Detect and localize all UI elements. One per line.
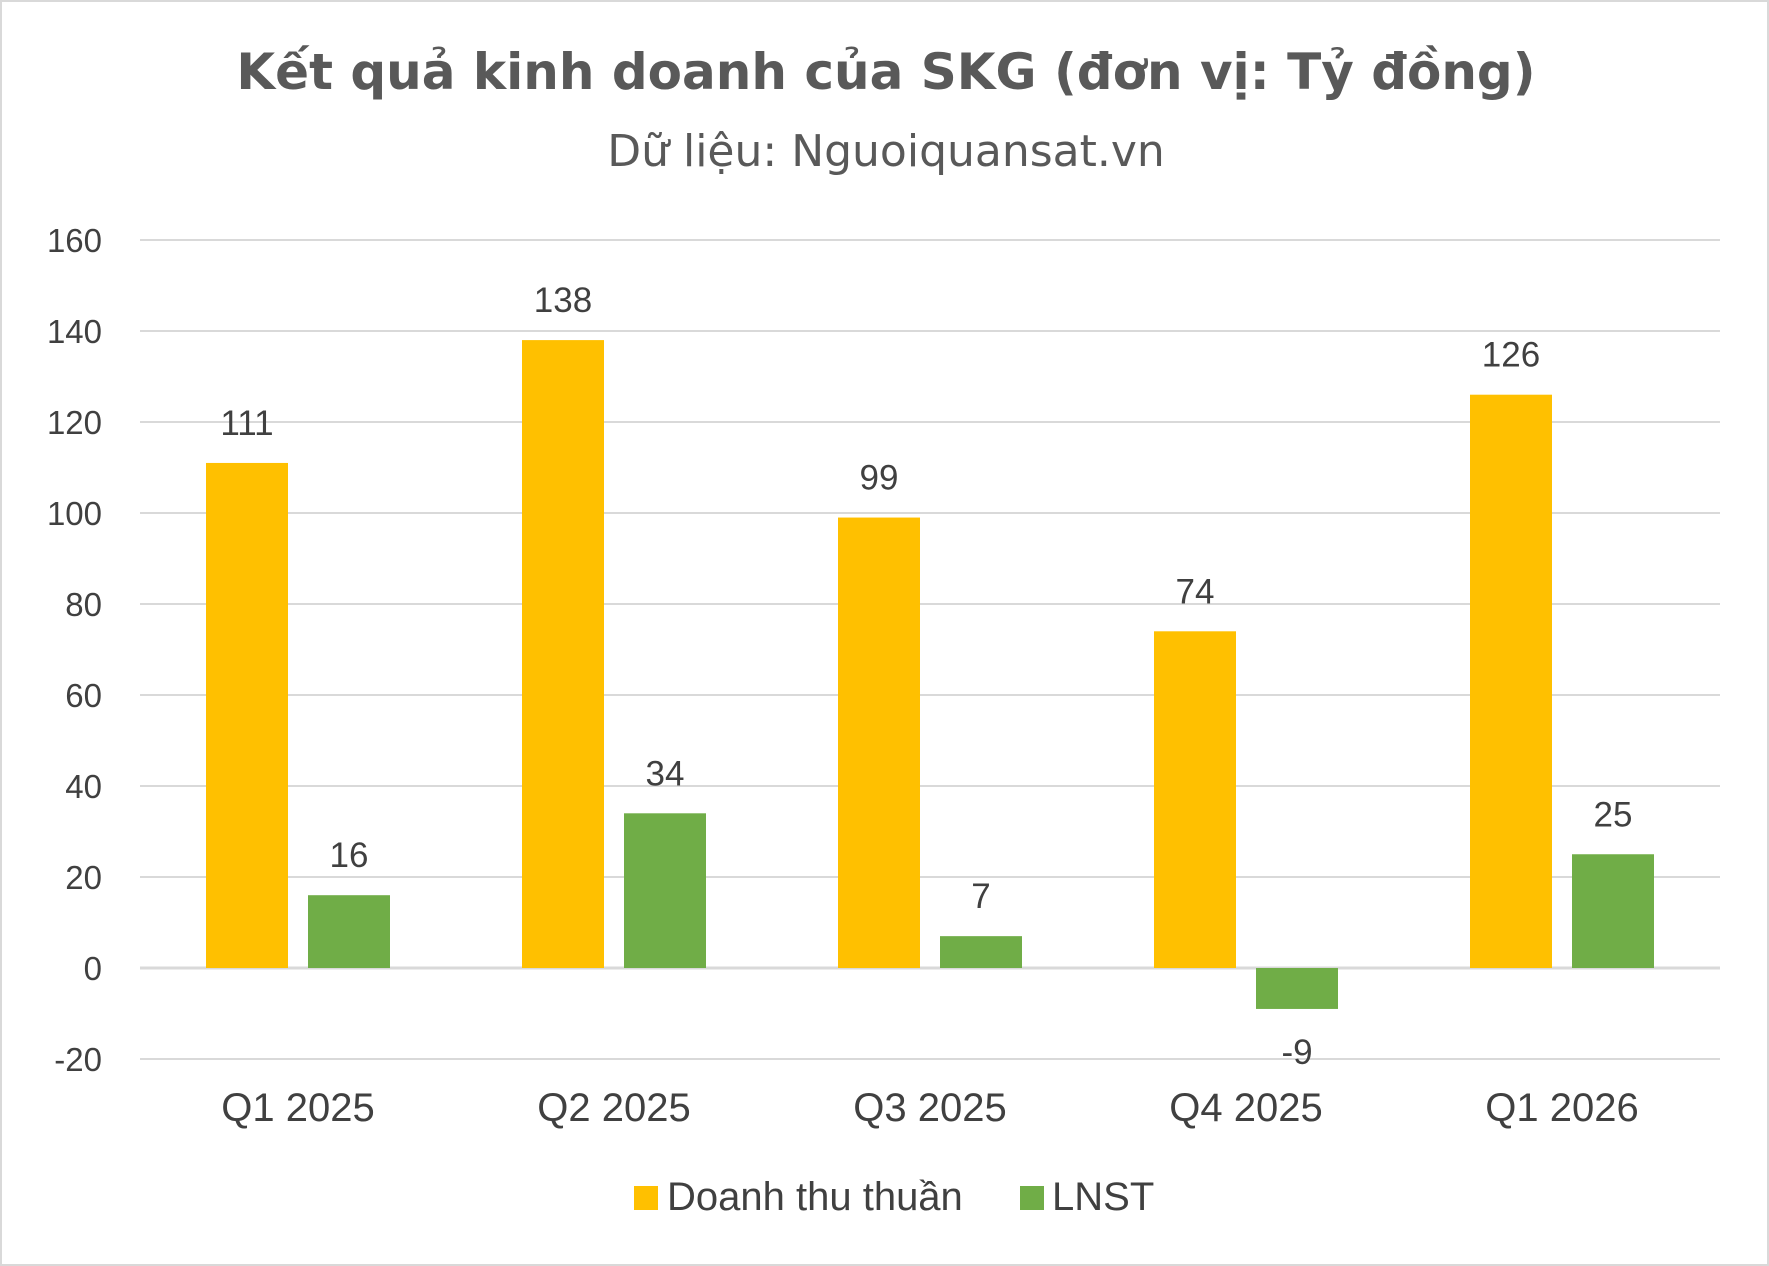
legend-swatch [1020, 1186, 1044, 1210]
y-tick-label: 140 [47, 313, 102, 350]
data-label: 74 [1176, 572, 1215, 611]
legend-label: Doanh thu thuần [667, 1175, 963, 1219]
data-label: 126 [1482, 336, 1540, 375]
data-labels: 111 16 138 34 99 7 74 -9 126 25 [220, 281, 1632, 1072]
bar-doanh-thu [522, 340, 604, 969]
bar-lnst [1572, 854, 1654, 968]
y-tick-label: 160 [47, 222, 102, 259]
x-tick-label: Q1 2026 [1485, 1086, 1638, 1130]
bar-lnst [624, 813, 706, 968]
data-label: 34 [646, 754, 685, 793]
y-tick-label: 100 [47, 495, 102, 532]
x-axis-ticks: Q1 2025 Q2 2025 Q3 2025 Q4 2025 Q1 2026 [221, 1086, 1638, 1130]
bar-doanh-thu [838, 517, 920, 968]
x-tick-label: Q4 2025 [1169, 1086, 1322, 1130]
bar-lnst [1256, 968, 1338, 1009]
data-label: -9 [1281, 1033, 1312, 1072]
data-label: 16 [330, 836, 369, 875]
bar-lnst [308, 895, 390, 968]
legend: Doanh thu thuần LNST [634, 1175, 1154, 1219]
bar-doanh-thu [1154, 631, 1236, 968]
legend-swatch [634, 1186, 658, 1210]
bar-doanh-thu [206, 462, 288, 968]
x-tick-label: Q2 2025 [537, 1086, 690, 1130]
gridlines [140, 239, 1720, 1060]
bar-lnst [940, 936, 1022, 968]
y-tick-label: 0 [84, 950, 102, 987]
bars [206, 340, 1654, 1009]
y-tick-label: -20 [54, 1041, 102, 1078]
data-label: 7 [971, 877, 990, 916]
x-tick-label: Q3 2025 [853, 1086, 1006, 1130]
y-tick-label: 60 [65, 677, 102, 714]
chart-subtitle: Dữ liệu: Nguoiquansat.vn [607, 126, 1165, 177]
x-tick-label: Q1 2025 [221, 1086, 374, 1130]
chart-title: Kết quả kinh doanh của SKG (đơn vị: Tỷ đ… [236, 43, 1535, 101]
data-label: 99 [860, 459, 899, 498]
bar-doanh-thu [1470, 394, 1552, 968]
y-tick-label: 40 [65, 768, 102, 805]
data-label: 138 [534, 281, 592, 320]
data-label: 111 [220, 404, 273, 443]
y-axis-ticks: 160 140 120 100 80 60 40 20 0 -20 [47, 222, 102, 1078]
data-label: 25 [1594, 795, 1633, 834]
y-tick-label: 80 [65, 586, 102, 623]
y-tick-label: 20 [65, 859, 102, 896]
legend-label: LNST [1052, 1175, 1154, 1219]
y-tick-label: 120 [47, 404, 102, 441]
